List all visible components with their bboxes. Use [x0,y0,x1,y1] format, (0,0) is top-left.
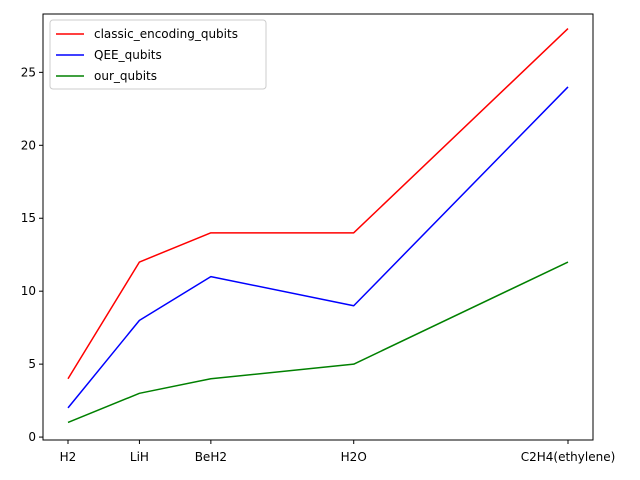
series-line-QEE-qubits [67,86,569,409]
x-tick-label: LiH [130,450,149,464]
x-tick-label: BeH2 [195,450,227,464]
axes-frame [42,13,594,441]
x-tick-label: C2H4(ethylene) [521,450,616,464]
y-tick-label: 0 [28,430,36,444]
legend-box [49,19,267,90]
x-axis: H2 LiH BeH2 H2O C2H4(ethylene) [60,440,616,464]
legend-label-1: QEE_qubits [94,48,162,62]
x-tick-label: H2 [60,450,77,464]
y-axis: 0 5 10 15 20 25 [21,65,43,444]
series-layer [67,28,569,424]
x-tick-label: H2O [341,450,367,464]
y-tick-label: 20 [21,138,36,152]
y-tick-label: 25 [21,65,36,79]
series-line-our-qubits [67,261,569,424]
y-tick-label: 10 [21,284,36,298]
y-tick-label: 15 [21,211,36,225]
series-line-classic-encoding-qubits [67,28,569,380]
legend-label-0: classic_encoding_qubits [94,27,238,41]
y-tick-label: 5 [28,357,36,371]
legend: classic_encoding_qubits QEE_qubits our_q… [49,19,267,90]
legend-label-2: our_qubits [94,69,157,83]
